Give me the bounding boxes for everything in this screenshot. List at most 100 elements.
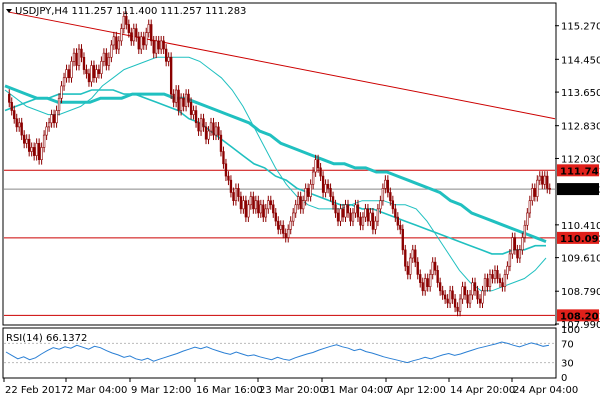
candle-body xyxy=(518,249,522,259)
candle xyxy=(411,244,414,263)
candle-body xyxy=(546,175,549,189)
candle xyxy=(538,171,541,186)
candle xyxy=(277,216,280,235)
candle xyxy=(458,294,462,317)
candle xyxy=(284,228,287,243)
candle xyxy=(162,35,165,54)
trendline-group xyxy=(9,11,556,120)
candle-body xyxy=(486,278,489,288)
candle-body xyxy=(217,126,220,136)
candle-body xyxy=(396,216,399,226)
candle-body xyxy=(411,249,414,259)
candle-body xyxy=(147,24,150,33)
candle-body xyxy=(82,56,86,70)
candle-body xyxy=(257,200,260,214)
candle xyxy=(501,277,504,292)
candle-body xyxy=(125,15,128,25)
candle xyxy=(102,48,106,67)
price-tag-label: 111.283 xyxy=(560,185,600,196)
candle xyxy=(169,52,173,100)
candle-body xyxy=(174,89,178,103)
price-tag-label: 111.741 xyxy=(560,166,600,177)
candle xyxy=(77,44,81,71)
candle-body xyxy=(356,204,360,218)
candle-body xyxy=(137,36,140,50)
candle-body xyxy=(140,36,143,50)
candle-body xyxy=(429,274,432,288)
candle xyxy=(503,269,507,292)
rsi-tick-label: 30 xyxy=(561,359,574,370)
candle-body xyxy=(35,143,38,156)
candle-body xyxy=(471,282,474,296)
candle-body xyxy=(50,114,53,124)
candle xyxy=(25,134,28,149)
candle xyxy=(476,285,479,304)
candle-body xyxy=(52,114,56,124)
candle-body xyxy=(247,204,250,218)
candle xyxy=(486,273,489,292)
candle-body xyxy=(189,102,193,115)
candle xyxy=(311,167,315,190)
rsi-series xyxy=(4,341,555,364)
candle xyxy=(8,89,11,108)
candle-body xyxy=(359,216,362,226)
candle xyxy=(150,19,153,46)
candle xyxy=(361,212,365,231)
candle-body xyxy=(25,138,28,144)
symbol-info: USDJPY,H4 111.257 111.400 111.257 111.28… xyxy=(15,6,246,17)
candle-body xyxy=(326,183,330,189)
candle xyxy=(244,195,248,222)
dropdown-triangle-icon[interactable] xyxy=(6,9,12,13)
candle xyxy=(60,81,63,104)
candle xyxy=(242,195,245,214)
candle-body xyxy=(473,282,477,292)
ma-medium-line xyxy=(4,89,546,255)
candle-body xyxy=(264,208,267,218)
candle xyxy=(192,105,195,120)
candle-body xyxy=(142,36,145,46)
candle-body xyxy=(120,28,123,42)
candle-body xyxy=(40,147,43,160)
candle-body xyxy=(182,97,185,107)
candle xyxy=(336,208,340,227)
candle-body xyxy=(416,261,419,275)
candle-body xyxy=(282,224,285,234)
candle-body xyxy=(364,208,367,218)
candle xyxy=(434,257,437,276)
candle-body xyxy=(294,204,297,214)
candle xyxy=(267,195,270,214)
candle-body xyxy=(351,212,355,222)
candle-body xyxy=(177,89,180,111)
candle xyxy=(282,220,285,239)
candle-body xyxy=(122,15,125,29)
candle-body xyxy=(157,40,160,50)
candle-body xyxy=(498,278,502,283)
candle xyxy=(324,179,327,198)
candle xyxy=(13,105,16,124)
candle xyxy=(272,199,275,218)
candle xyxy=(483,273,487,296)
candle xyxy=(304,183,307,206)
candle-body xyxy=(227,175,230,181)
candle xyxy=(172,89,175,108)
candle xyxy=(548,183,551,195)
candle-body xyxy=(309,183,312,197)
candle-body xyxy=(386,179,390,193)
candle xyxy=(72,48,76,67)
candle xyxy=(20,117,23,141)
candle xyxy=(199,113,203,136)
candle xyxy=(326,179,330,194)
candle xyxy=(366,203,370,227)
rsi-tick-label: 100 xyxy=(561,325,580,336)
rsi-axis: 100 70 30 0 xyxy=(561,325,580,384)
candle xyxy=(222,146,225,169)
candle-body xyxy=(30,147,33,152)
candle-body xyxy=(548,188,551,190)
price-tick-label: 115.270 xyxy=(561,22,600,33)
candle xyxy=(341,203,345,222)
candle-body xyxy=(242,200,245,210)
candle-body xyxy=(42,134,46,148)
candle xyxy=(448,285,452,309)
candle xyxy=(252,191,255,214)
candle xyxy=(107,52,111,71)
